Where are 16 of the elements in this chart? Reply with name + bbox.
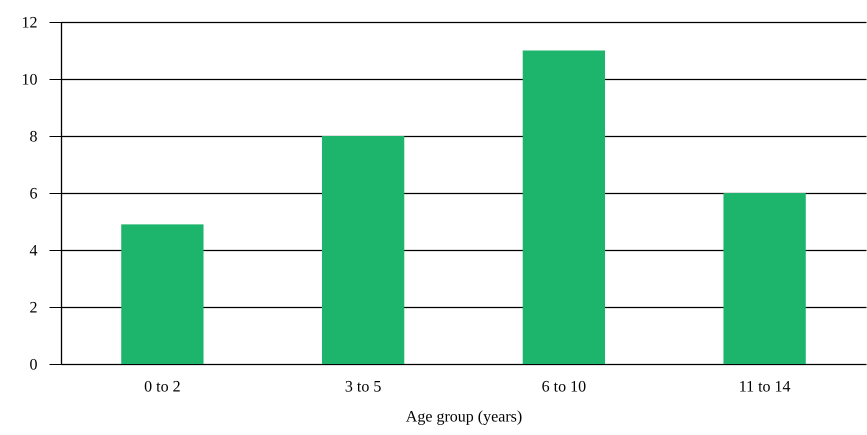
x-tick-label: 6 to 10 xyxy=(542,378,586,396)
y-tick-label: 2 xyxy=(30,300,38,316)
y-tick-label: 4 xyxy=(30,242,38,260)
y-tick-label: 6 xyxy=(30,186,38,202)
bar xyxy=(522,50,606,364)
bar xyxy=(322,136,404,364)
y-tick-label: 8 xyxy=(30,128,38,146)
x-tick-label: 11 to 14 xyxy=(738,378,791,396)
y-tick-label: 10 xyxy=(22,72,38,88)
bar xyxy=(723,193,806,364)
y-tick-label: 12 xyxy=(22,14,38,32)
y-tick-label: 0 xyxy=(30,356,38,374)
x-tick-label: 0 to 2 xyxy=(144,378,181,396)
bar xyxy=(121,224,204,364)
x-tick-label: 3 to 5 xyxy=(344,378,382,396)
x-axis-title: Age group (years) xyxy=(406,408,522,426)
